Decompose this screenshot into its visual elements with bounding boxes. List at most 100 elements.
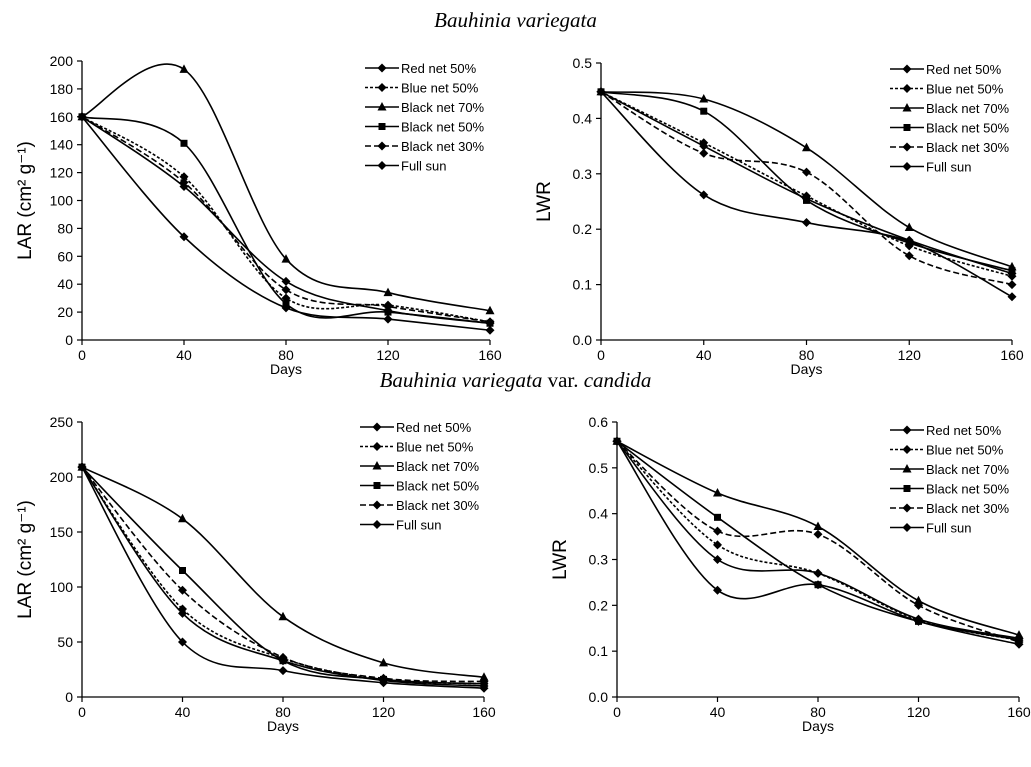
legend-label: Blue net 50% [396,440,474,455]
data-point [281,285,291,295]
y-tick-label: 50 [57,634,73,650]
x-tick-label: 40 [175,704,191,720]
legend-label: Black net 50% [926,121,1010,136]
data-point [802,218,811,228]
data-point [1008,267,1016,275]
y-tick-label: 20 [57,304,73,320]
series-line [81,63,491,312]
y-tick-label: 160 [50,109,74,125]
x-tick-label: 120 [907,704,931,720]
data-point [178,604,187,614]
x-tick-label: 160 [1007,704,1031,720]
series-6 [612,436,1024,649]
legend-marker [902,523,912,532]
data-point [379,657,388,667]
data-point [699,138,709,148]
x-tick-label: 40 [176,347,192,363]
series-line [81,466,485,687]
legend-label: Red net 50% [926,62,1002,77]
y-axis-label: LAR (cm² g⁻¹) [15,141,36,260]
legend-label: Black net 70% [926,462,1010,477]
x-tick-label: 80 [275,704,291,720]
data-point [713,526,722,536]
y-tick-label: 0.4 [573,110,593,126]
data-point [596,87,606,97]
legend-label: Full sun [926,160,972,175]
legend-label: Black net 50% [401,120,485,135]
data-point [1007,292,1017,302]
y-tick-label: 0.0 [573,332,593,348]
y-tick-label: 100 [50,193,74,209]
legend-label: Black net 50% [396,479,480,494]
y-axis-label: LWR [534,181,555,222]
data-point [281,254,291,263]
legend: Red net 50% Blue net 50% Black net 70% Blac… [890,423,1010,536]
data-point [178,585,187,595]
data-point [713,488,722,497]
x-tick-label: 80 [278,347,294,363]
legend-label: Full sun [401,159,447,174]
data-point [612,436,622,446]
y-axis-label: LAR (cm² g⁻¹) [15,500,36,619]
data-point [485,317,495,327]
y-tick-label: 0.6 [589,414,609,430]
data-point [699,190,709,200]
series-line [600,91,1013,278]
y-tick-label: 0.3 [589,552,609,568]
legend-marker [902,162,912,171]
data-point [813,529,823,539]
series-3 [77,462,489,681]
x-tick-label: 160 [472,704,496,720]
series-line [81,116,491,323]
data-point [281,303,291,313]
legend-marker [902,445,912,454]
chart-1: 0 20 40 60 80 100 120 140 160 180 200 0 40 80 120 160 Da… [15,53,502,377]
x-tick-label: 120 [372,704,396,720]
y-tick-label: 0.2 [589,597,609,613]
y-tick-label: 250 [50,414,74,430]
data-point [1014,639,1024,649]
data-point [77,462,87,472]
x-tick-label: 80 [799,347,815,363]
legend-label: Full sun [926,521,972,536]
x-axis-label: Days [791,361,823,377]
data-point [713,585,722,595]
data-point [178,637,187,647]
legend-marker [902,503,912,513]
data-point [180,139,188,147]
y-tick-label: 0.1 [573,277,593,293]
y-tick-label: 0 [65,332,73,348]
legend-marker [378,123,386,130]
y-tick-label: 0.0 [589,689,609,705]
legend-marker [377,161,387,170]
legend-label: Blue net 50% [926,443,1004,458]
x-axis-label: Days [802,718,834,734]
legend-marker [377,63,387,73]
series-2 [596,87,1017,281]
legend-label: Black net 30% [926,501,1010,516]
data-point [713,540,722,550]
data-point [699,94,709,103]
series-5 [77,462,489,687]
data-point [379,678,388,688]
series-6 [596,87,1017,302]
y-tick-label: 150 [50,524,74,540]
series-6 [77,462,489,693]
series-line [81,116,491,325]
legend-marker [902,425,912,435]
data-point [714,513,721,521]
y-tick-label: 0 [65,689,73,705]
y-tick-label: 120 [50,165,74,181]
legend: Red net 50% Blue net 50% Black net 70% Blac… [360,420,480,533]
series-line [81,116,491,332]
data-point [479,677,489,687]
series-line [81,466,485,683]
data-point [904,236,914,246]
data-point [278,652,288,662]
legend-label: Blue net 50% [401,81,479,96]
data-point [384,308,392,316]
legend-label: Red net 50% [926,423,1002,438]
y-tick-label: 100 [50,579,74,595]
data-point [904,222,914,232]
section-title-bottom: Bauhinia variegata var. candida [0,368,1031,393]
